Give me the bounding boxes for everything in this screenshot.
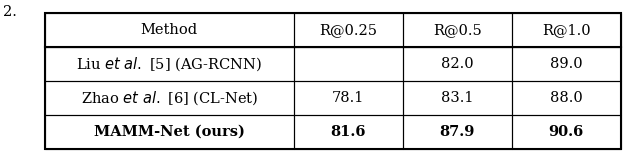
Bar — [45, 47, 294, 81]
Bar — [294, 81, 403, 115]
Text: 81.6: 81.6 — [331, 125, 366, 139]
Bar — [45, 13, 294, 47]
Text: Zhao $\it{et\ al.}$ [6] (CL-Net): Zhao $\it{et\ al.}$ [6] (CL-Net) — [81, 89, 258, 107]
Text: 90.6: 90.6 — [548, 125, 584, 139]
Text: 83.1: 83.1 — [441, 91, 474, 105]
Text: 88.0: 88.0 — [550, 91, 582, 105]
Text: 2.: 2. — [3, 5, 17, 19]
Text: Liu $\it{et\ al.}$ [5] (AG-RCNN): Liu $\it{et\ al.}$ [5] (AG-RCNN) — [76, 55, 262, 73]
Bar — [403, 13, 512, 47]
Bar — [45, 81, 294, 115]
Bar — [294, 13, 403, 47]
Bar — [512, 13, 621, 47]
Bar — [403, 81, 512, 115]
Text: MAMM-Net (ours): MAMM-Net (ours) — [94, 125, 244, 139]
Text: R@0.25: R@0.25 — [319, 23, 378, 37]
Text: R@0.5: R@0.5 — [433, 23, 482, 37]
Text: 82.0: 82.0 — [441, 57, 474, 71]
Bar — [294, 47, 403, 81]
Text: 87.9: 87.9 — [440, 125, 475, 139]
Bar — [403, 47, 512, 81]
Bar — [45, 13, 621, 149]
Text: R@1.0: R@1.0 — [542, 23, 591, 37]
Bar — [512, 81, 621, 115]
Bar — [294, 115, 403, 149]
Text: 78.1: 78.1 — [332, 91, 365, 105]
Bar — [45, 115, 294, 149]
Text: 89.0: 89.0 — [550, 57, 582, 71]
Bar — [403, 115, 512, 149]
Bar — [512, 115, 621, 149]
Text: Method: Method — [141, 23, 198, 37]
Bar — [512, 47, 621, 81]
